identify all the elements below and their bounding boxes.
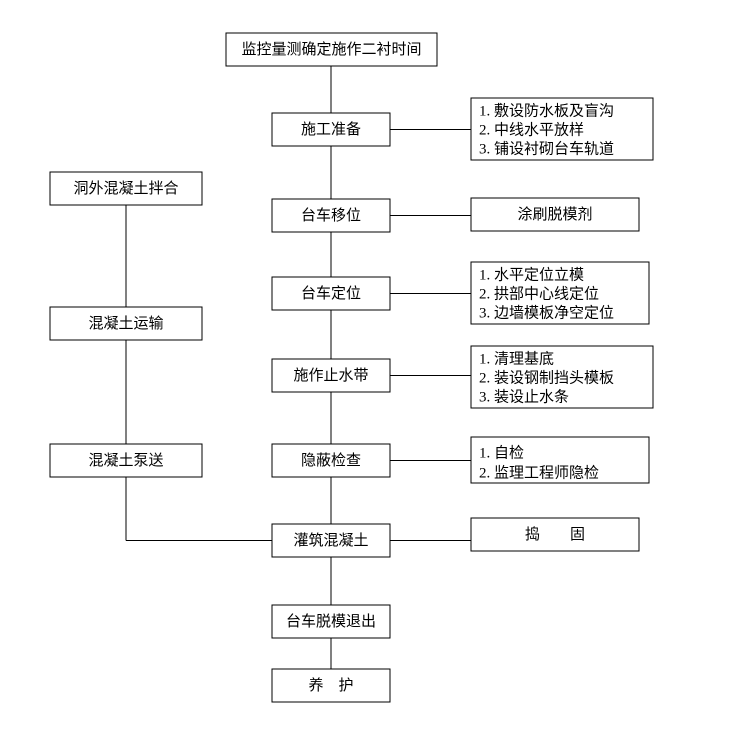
main-pour-label: 灌筑混凝土 bbox=[293, 532, 368, 549]
right-pos-l2: 2. 拱部中心线定位 bbox=[479, 285, 599, 302]
right-inspect-l1: 1. 自检 bbox=[479, 444, 524, 461]
right-water-l3: 3. 装设止水条 bbox=[479, 388, 569, 405]
main-release-label: 台车脱模退出 bbox=[286, 613, 376, 630]
left-trans-label: 混凝土运输 bbox=[88, 315, 163, 332]
main-water-label: 施作止水带 bbox=[293, 367, 368, 384]
right-water-l1: 1. 清理基底 bbox=[479, 350, 554, 367]
right-prep-l3: 3. 铺设衬砌台车轨道 bbox=[479, 140, 614, 157]
right-water-l2: 2. 装设钢制挡头模板 bbox=[479, 368, 614, 386]
right-prep-l2: 2. 中线水平放样 bbox=[479, 121, 584, 138]
main-prep-label: 施工准备 bbox=[301, 121, 361, 138]
right-pour-label: 捣 固 bbox=[525, 526, 585, 543]
right-pos-l3: 3. 边墙模板净空定位 bbox=[479, 303, 614, 321]
main-pos-label: 台车定位 bbox=[301, 285, 361, 302]
main-move-label: 台车移位 bbox=[301, 207, 361, 224]
main-cure-label: 养 护 bbox=[308, 677, 353, 694]
left-mix-label: 洞外混凝土拌合 bbox=[73, 180, 178, 197]
title-label: 监控量测确定施作二衬时间 bbox=[241, 41, 421, 58]
main-inspect-label: 隐蔽检查 bbox=[301, 452, 361, 469]
right-prep-l1: 1. 敷设防水板及盲沟 bbox=[479, 101, 614, 119]
right-inspect-l2: 2. 监理工程师隐检 bbox=[479, 464, 599, 481]
right-move-label: 涂刷脱模剂 bbox=[517, 206, 592, 223]
left-pump-label: 混凝土泵送 bbox=[88, 452, 163, 469]
right-pos-l1: 1. 水平定位立模 bbox=[479, 266, 584, 283]
